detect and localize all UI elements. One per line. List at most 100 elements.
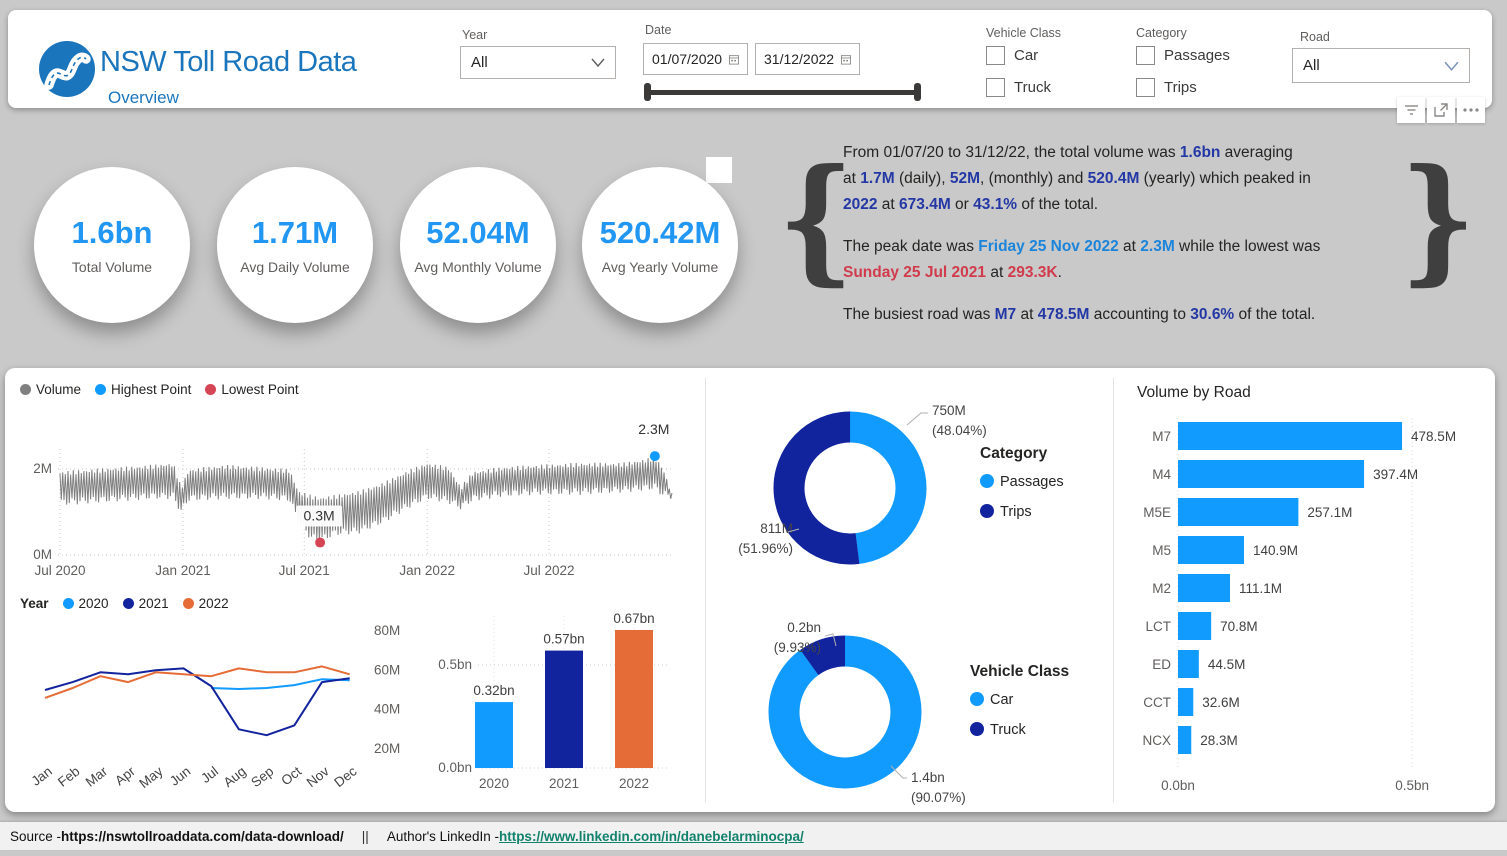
svg-text:M7: M7 (1152, 429, 1171, 444)
kpi-avg-daily-volume[interactable]: 1.71M Avg Daily Volume (217, 167, 373, 323)
svg-text:Jul 2021: Jul 2021 (279, 563, 330, 578)
category-option-trips[interactable]: Trips (1136, 78, 1197, 97)
daily-chart-legend: Volume Highest Point Lowest Point (20, 382, 695, 397)
svg-text:Car: Car (990, 692, 1014, 708)
road-bar-lct[interactable] (1178, 612, 1212, 640)
category-donut-chart[interactable]: 750M (48.04%) 811M (51.96%) Category Passages… (715, 383, 1111, 598)
svg-text:2.3M: 2.3M (638, 421, 669, 437)
popout-icon[interactable] (1427, 97, 1455, 123)
year-bar-2020[interactable] (475, 702, 513, 768)
road-bar-cct[interactable] (1178, 688, 1194, 716)
svg-text:28.3M: 28.3M (1200, 733, 1238, 748)
road-bar-m4[interactable] (1178, 460, 1365, 488)
legend-item[interactable]: Highest Point (95, 382, 191, 397)
charts-panel: Volume Highest Point Lowest Point Jul 2020… (5, 368, 1495, 812)
road-dropdown-value: All (1303, 57, 1320, 74)
legend-item[interactable]: Year (20, 596, 49, 611)
date-from-input[interactable]: 01/07/2020 (643, 43, 748, 75)
daily-volume-chart[interactable]: Volume Highest Point Lowest Point Jul 2020… (20, 382, 695, 592)
svg-text:Dec: Dec (331, 763, 359, 790)
svg-text:0.57bn: 0.57bn (543, 632, 584, 647)
calendar-icon (841, 54, 851, 64)
svg-text:M4: M4 (1152, 467, 1171, 482)
checkbox-truck[interactable] (986, 78, 1005, 97)
yearly-volume-chart[interactable]: 0.0bn 0.5bn 0.32bn 2020 0.57bn 2021 0.67bn 2022 (420, 596, 698, 808)
vehicle-class-filter-label: Vehicle Class (986, 26, 1062, 40)
legend-dot-passages[interactable] (980, 474, 994, 488)
kpi-avg-monthly-volume[interactable]: 52.04M Avg Monthly Volume (400, 167, 556, 323)
filters-icon[interactable] (1397, 97, 1425, 123)
road-dropdown[interactable]: All (1292, 48, 1470, 83)
kpi-avg-yearly-volume[interactable]: 520.42M Avg Yearly Volume (582, 167, 738, 323)
svg-text:0M: 0M (33, 547, 52, 562)
road-filter-label: Road (1300, 30, 1330, 44)
svg-text:2021: 2021 (549, 776, 579, 791)
legend-item[interactable]: Lowest Point (205, 382, 299, 397)
svg-text:2M: 2M (33, 461, 52, 476)
svg-text:Nov: Nov (304, 763, 332, 790)
year-series-2021[interactable] (44, 667, 350, 737)
road-bar-ncx[interactable] (1178, 726, 1192, 754)
road-bar-ed[interactable] (1178, 650, 1199, 678)
header-card: NSW Toll Road Data Overview Year All Dat… (8, 10, 1492, 108)
svg-text:111.1M: 111.1M (1239, 581, 1282, 596)
road-bar-m2[interactable] (1178, 574, 1231, 602)
kpi-total-volume[interactable]: 1.6bn Total Volume (34, 167, 190, 323)
year-series-2020[interactable] (211, 678, 350, 690)
year-bar-2022[interactable] (615, 629, 653, 768)
svg-text:NCX: NCX (1142, 733, 1171, 748)
vehicle-class-donut-chart[interactable]: 1.4bn (90.07%) 0.2bn (9.93%) Vehicle Class Ca… (715, 598, 1111, 813)
author-label: Author's LinkedIn - (386, 828, 499, 844)
category-option-passages[interactable]: Passages (1136, 46, 1230, 65)
svg-text:1.4bn: 1.4bn (911, 770, 945, 785)
date-slider-handle-left[interactable] (644, 83, 651, 101)
checkbox-car[interactable] (986, 46, 1005, 65)
svg-text:LCT: LCT (1145, 619, 1171, 634)
tab-overview[interactable]: Overview (108, 88, 179, 107)
date-to-input[interactable]: 31/12/2022 (755, 43, 860, 75)
svg-text:2022: 2022 (619, 776, 649, 791)
donut-slice-car[interactable] (768, 635, 922, 789)
date-range-slider[interactable] (647, 90, 919, 95)
checkbox-trips[interactable] (1136, 78, 1155, 97)
year-dropdown[interactable]: All (460, 46, 616, 79)
highest-point[interactable] (649, 451, 660, 462)
chevron-down-icon (591, 58, 605, 67)
checkbox-passages[interactable] (1136, 46, 1155, 65)
volume-by-road-chart[interactable]: Volume by Road 0.0bn 0.5bn M7 478.5M M4 397.4… (1123, 376, 1493, 808)
svg-text:May: May (136, 763, 166, 791)
svg-text:Mar: Mar (83, 763, 111, 789)
svg-text:140.9M: 140.9M (1253, 543, 1298, 558)
legend-item[interactable]: 2020 (62, 596, 109, 611)
svg-text:397.4M: 397.4M (1373, 467, 1418, 482)
svg-text:Oct: Oct (278, 763, 304, 788)
vehicle-class-option-car[interactable]: Car (986, 46, 1038, 65)
lowest-point[interactable] (315, 537, 326, 548)
volume-line[interactable] (59, 456, 673, 543)
date-slider-handle-right[interactable] (914, 83, 921, 101)
svg-text:M5: M5 (1152, 543, 1171, 558)
legend-item[interactable]: Volume (20, 382, 81, 397)
year-bar-2021[interactable] (545, 650, 583, 768)
road-bar-m5e[interactable] (1178, 498, 1299, 526)
monthly-volume-chart[interactable]: Year 2020 2021 2022 80M 60M 40M 20M Jan Feb Mar Ap… (20, 596, 420, 808)
road-chart-title: Volume by Road (1137, 384, 1251, 401)
svg-text:Truck: Truck (990, 722, 1026, 738)
road-bar-m7[interactable] (1178, 422, 1403, 450)
legend-dot-car[interactable] (970, 692, 984, 706)
road-bar-m5[interactable] (1178, 536, 1244, 564)
legend-item[interactable]: 2021 (122, 596, 169, 611)
date-from-value: 01/07/2020 (652, 51, 723, 67)
author-linkedin-link[interactable]: https://www.linkedin.com/in/danebelarmin… (498, 828, 804, 844)
legend-dot-trips[interactable] (980, 504, 994, 518)
year-series-2022[interactable] (44, 665, 350, 699)
left-brace: { (778, 138, 854, 299)
svg-text:Passages: Passages (1000, 474, 1064, 490)
legend-dot-truck[interactable] (970, 722, 984, 736)
legend-item[interactable]: 2022 (182, 596, 229, 611)
category-filter-label: Category (1136, 26, 1187, 40)
vehicle-class-option-truck[interactable]: Truck (986, 78, 1051, 97)
more-options-icon[interactable] (1457, 97, 1485, 123)
date-filter-label: Date (645, 23, 672, 37)
